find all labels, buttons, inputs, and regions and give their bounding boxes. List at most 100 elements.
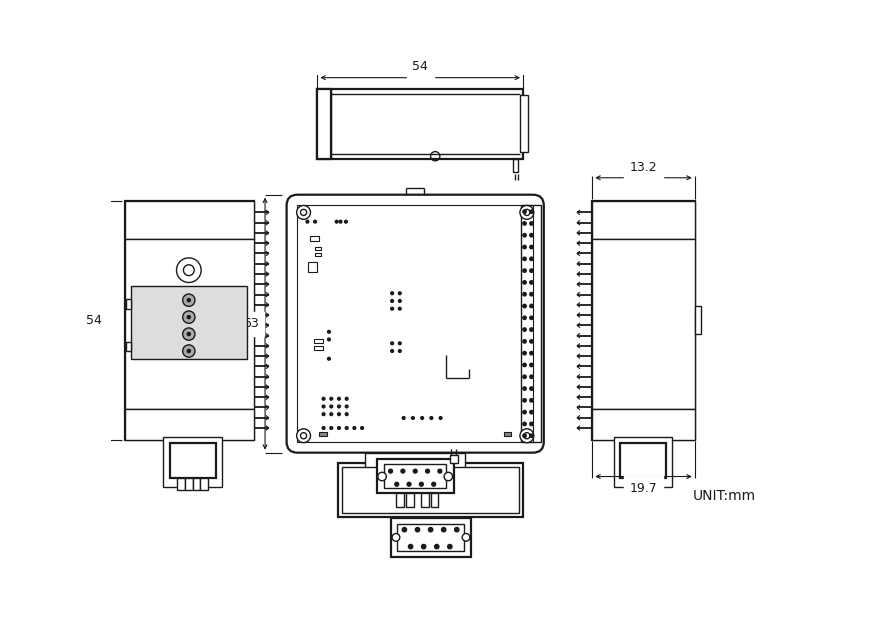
Circle shape <box>398 350 402 352</box>
Text: 63: 63 <box>243 317 259 330</box>
Circle shape <box>338 405 341 408</box>
Circle shape <box>523 328 526 332</box>
Circle shape <box>523 210 526 214</box>
Circle shape <box>520 205 534 219</box>
Bar <box>314 347 323 350</box>
Circle shape <box>523 352 526 355</box>
Bar <box>651 478 658 490</box>
Circle shape <box>426 469 429 473</box>
Circle shape <box>353 426 355 430</box>
Circle shape <box>530 222 533 225</box>
Circle shape <box>187 333 191 335</box>
Circle shape <box>530 257 533 261</box>
Circle shape <box>395 482 399 486</box>
Circle shape <box>345 220 348 223</box>
Circle shape <box>335 220 338 223</box>
Circle shape <box>338 398 341 400</box>
Circle shape <box>322 405 325 408</box>
Bar <box>384 464 446 488</box>
Circle shape <box>530 399 533 402</box>
Circle shape <box>361 426 363 430</box>
Circle shape <box>530 387 533 390</box>
Circle shape <box>523 293 526 296</box>
Bar <box>315 253 321 256</box>
Text: 54: 54 <box>412 60 429 73</box>
Bar <box>422 494 429 507</box>
Circle shape <box>444 472 453 481</box>
Circle shape <box>184 265 194 276</box>
Circle shape <box>530 210 533 214</box>
Bar <box>317 89 523 158</box>
Circle shape <box>187 349 191 352</box>
Bar <box>430 494 438 507</box>
Circle shape <box>398 342 402 345</box>
Circle shape <box>432 482 436 486</box>
Circle shape <box>523 375 526 379</box>
Bar <box>185 478 192 490</box>
Circle shape <box>523 269 526 273</box>
Circle shape <box>530 281 533 284</box>
Circle shape <box>401 469 405 473</box>
Circle shape <box>187 299 191 301</box>
Bar <box>192 478 200 490</box>
Bar <box>342 467 519 512</box>
Circle shape <box>306 220 309 223</box>
Circle shape <box>463 534 469 541</box>
Bar <box>521 205 541 442</box>
Circle shape <box>322 413 325 416</box>
Bar <box>628 478 636 490</box>
Circle shape <box>530 434 533 438</box>
Circle shape <box>314 220 316 223</box>
Bar <box>315 247 321 250</box>
Circle shape <box>330 405 333 408</box>
Circle shape <box>322 398 325 400</box>
Circle shape <box>177 258 201 283</box>
Circle shape <box>530 340 533 343</box>
Circle shape <box>523 234 526 237</box>
Bar <box>592 239 695 409</box>
Bar <box>614 437 672 487</box>
Bar <box>317 89 331 158</box>
Circle shape <box>345 426 348 430</box>
Circle shape <box>520 429 534 443</box>
Circle shape <box>391 350 394 352</box>
Circle shape <box>297 205 310 219</box>
Bar <box>592 201 695 440</box>
Circle shape <box>523 387 526 390</box>
Circle shape <box>391 307 394 310</box>
Bar <box>390 518 471 556</box>
Bar <box>643 478 651 490</box>
Circle shape <box>530 246 533 249</box>
Bar <box>396 494 403 507</box>
Circle shape <box>402 528 407 532</box>
Circle shape <box>415 528 420 532</box>
Circle shape <box>523 411 526 414</box>
Circle shape <box>530 363 533 367</box>
Bar <box>520 95 528 153</box>
Bar <box>125 239 253 409</box>
Circle shape <box>523 209 530 215</box>
Circle shape <box>411 416 415 420</box>
Circle shape <box>398 292 402 295</box>
Circle shape <box>530 269 533 273</box>
Circle shape <box>523 399 526 402</box>
Circle shape <box>297 429 310 443</box>
Circle shape <box>407 482 411 486</box>
Circle shape <box>398 307 402 310</box>
Circle shape <box>388 469 393 473</box>
Bar <box>620 443 666 478</box>
Circle shape <box>455 528 459 532</box>
Circle shape <box>339 220 342 223</box>
Circle shape <box>448 544 452 549</box>
Bar <box>297 205 533 442</box>
Text: 13.2: 13.2 <box>630 161 658 174</box>
Circle shape <box>530 328 533 332</box>
Circle shape <box>523 422 526 426</box>
Circle shape <box>421 416 423 420</box>
Circle shape <box>408 544 413 549</box>
Circle shape <box>300 433 307 439</box>
Bar <box>636 478 643 490</box>
Circle shape <box>330 426 333 430</box>
Text: 19.7: 19.7 <box>630 482 658 495</box>
Bar <box>308 263 317 272</box>
